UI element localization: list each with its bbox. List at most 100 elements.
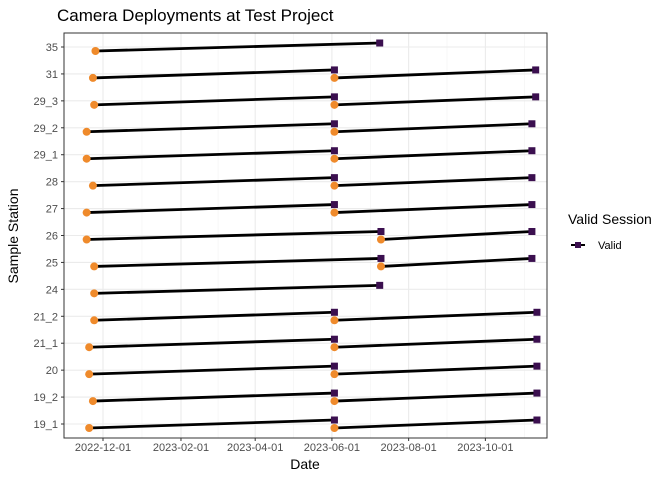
deployment-segment <box>334 364 537 376</box>
y-tick-label: 29_3 <box>34 96 58 108</box>
deployment-start-point <box>330 73 339 82</box>
deployment-segment <box>334 310 537 322</box>
deployment-start-point <box>376 235 385 244</box>
x-tick-label: 2023-10-01 <box>457 442 513 454</box>
deployment-start-point <box>330 316 339 325</box>
legend-item-valid: Valid <box>598 240 622 252</box>
deployment-segment <box>95 41 380 53</box>
deployment-segment <box>86 203 335 214</box>
deployment-end-point <box>533 416 541 424</box>
deployment-start-point <box>88 73 97 82</box>
deployment-start-point <box>88 397 97 406</box>
y-axis-ticks: 35 31 29_3 29_2 29_1 28 27 26 25 24 21_2 21_1 20 19_2… <box>34 42 64 431</box>
y-tick-label: 21_2 <box>34 311 58 323</box>
deployment-segment <box>94 283 380 295</box>
deployment-start-point <box>85 343 94 352</box>
deployment-start-point <box>82 127 91 136</box>
deployment-end-point <box>330 389 338 397</box>
deployment-start-point <box>85 424 94 432</box>
deployment-end-point <box>376 281 384 289</box>
deployment-end-point <box>528 174 536 182</box>
deployment-segment <box>86 122 335 134</box>
deployment-start-point <box>330 343 339 352</box>
deployment-segment <box>334 122 532 134</box>
deployment-segments <box>86 41 537 430</box>
x-tick-label: 2023-02-01 <box>153 442 209 454</box>
y-axis-title: Sample Station <box>5 189 21 284</box>
deployment-segment <box>92 391 335 403</box>
deployment-end-point <box>376 39 384 47</box>
chart-title: Camera Deployments at Test Project <box>57 6 334 25</box>
deployment-end-point <box>533 308 541 316</box>
deployment-end-point <box>532 66 540 74</box>
y-tick-label: 29_2 <box>34 123 58 135</box>
deployment-end-point <box>528 120 536 128</box>
y-tick-label: 19_2 <box>34 392 58 404</box>
deployment-start-point <box>91 47 100 55</box>
deployment-segment <box>86 230 382 241</box>
deployment-segment <box>334 337 537 349</box>
deployment-start-point <box>88 181 97 190</box>
deployment-segment <box>94 95 335 107</box>
deployment-end-point <box>377 254 385 262</box>
x-tick-label: 2023-06-01 <box>304 442 360 454</box>
deployment-segment <box>334 391 537 403</box>
deployment-start-point <box>90 262 99 271</box>
deployment-start-point <box>330 370 339 379</box>
deployment-segment <box>334 68 536 80</box>
deployment-start-point <box>330 208 339 217</box>
deployment-segment <box>92 68 335 80</box>
deployment-end-point <box>330 120 338 128</box>
y-tick-label: 28 <box>46 177 58 189</box>
deployment-end-point <box>330 174 338 182</box>
deployment-segment <box>89 418 335 430</box>
legend-key-square <box>575 242 581 248</box>
deployment-segment <box>94 257 382 268</box>
y-tick-label: 35 <box>46 42 58 54</box>
y-tick-label: 31 <box>46 69 58 81</box>
x-axis-title: Date <box>290 456 320 472</box>
deployment-end-point <box>330 335 338 343</box>
deployment-start-point <box>85 370 94 379</box>
deployment-end-point <box>330 147 338 155</box>
deployment-end-point <box>330 308 338 316</box>
deployment-end-point <box>528 228 536 235</box>
deployment-start-point <box>330 154 339 163</box>
deployment-segment <box>94 310 335 322</box>
deployment-end-point <box>533 389 541 397</box>
deployment-end-point <box>330 93 338 101</box>
deployment-points <box>82 39 541 432</box>
x-tick-label: 2023-08-01 <box>381 442 437 454</box>
deployment-end-point <box>528 254 536 262</box>
x-axis-ticks: 2022-12-01 2023-02-01 2023-04-01 2023-06-01… <box>75 438 514 454</box>
y-tick-label: 21_1 <box>34 338 58 350</box>
deployment-start-point <box>330 100 339 109</box>
y-tick-label: 25 <box>46 257 58 269</box>
deployment-segment <box>89 364 335 376</box>
deployment-segment <box>334 95 536 107</box>
deployment-start-point <box>330 181 339 190</box>
x-tick-label: 2022-12-01 <box>75 442 131 454</box>
deployment-segment <box>92 176 335 188</box>
legend-title: Valid Session <box>568 211 652 227</box>
deployment-segment <box>334 176 532 188</box>
y-tick-label: 26 <box>46 231 58 243</box>
deployment-end-point <box>330 66 338 74</box>
deployment-end-point <box>330 201 338 209</box>
deployment-start-point <box>82 154 91 163</box>
deployment-start-point <box>330 424 339 432</box>
y-tick-label: 24 <box>46 284 58 296</box>
deployment-end-point <box>533 335 541 343</box>
y-tick-label: 19_1 <box>34 419 58 431</box>
deployment-segment <box>380 230 532 241</box>
deployment-segment <box>334 149 532 161</box>
deployment-start-point <box>330 397 339 406</box>
deployment-end-point <box>533 362 541 370</box>
deployment-start-point <box>82 235 91 244</box>
deployment-segment <box>334 418 537 430</box>
deployment-start-point <box>376 262 385 271</box>
y-tick-label: 29_1 <box>34 150 58 162</box>
deployment-start-point <box>90 289 99 298</box>
